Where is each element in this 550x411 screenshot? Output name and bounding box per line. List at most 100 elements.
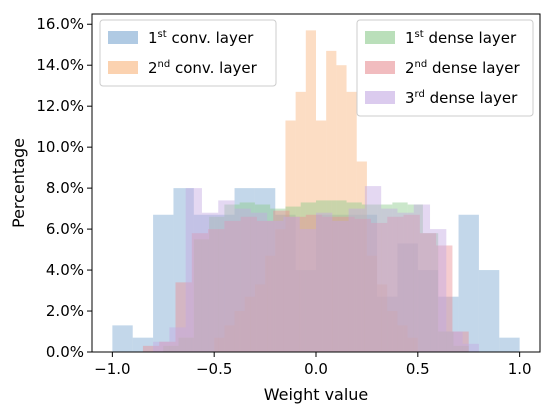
bar [295,91,306,353]
bar [218,200,235,352]
bar [377,296,398,352]
bar [224,325,235,352]
series-1 [112,188,520,352]
bar [366,255,378,352]
bar [173,188,194,352]
bar [397,212,414,352]
bar [112,325,133,352]
bar [208,229,225,352]
bar [214,337,225,352]
bar [265,255,276,352]
bar [244,296,255,352]
bar [326,50,337,352]
bar [336,214,357,352]
series-5 [153,186,479,352]
bar [346,91,357,353]
bar [446,331,463,352]
bar [346,202,362,352]
bar [250,212,268,352]
bar [417,270,439,352]
legend-top-left: 1st conv. layer 2nd conv. layer [99,19,277,87]
bar [381,208,398,352]
series-4 [142,210,469,352]
bar [322,216,339,352]
bar [438,296,459,352]
bar [163,345,179,352]
bar [331,200,347,352]
x-tick-label: 0.0 [304,360,328,378]
bar [430,229,447,352]
bar [364,186,382,352]
bar [438,331,454,352]
bar [289,216,306,352]
bar [300,202,316,352]
x-tick-label: 0.5 [406,360,430,378]
bar [453,345,469,352]
bar [305,214,323,352]
bar [316,214,337,352]
bar [462,343,479,352]
bar [336,65,347,352]
bar [407,337,418,352]
bar [239,202,255,352]
legend-swatch [108,61,138,74]
bar [285,206,301,352]
bar [275,214,296,352]
bar [295,270,316,352]
bar [332,220,349,352]
legend-box [356,19,534,117]
bar [175,282,192,352]
series-3 [163,200,469,352]
bar [185,188,202,352]
legend-swatch [365,91,395,104]
bar [478,270,500,352]
y-axis-label: Percentage [9,138,28,228]
bar [234,208,251,352]
bar [387,216,404,352]
bar [240,216,257,352]
bar [387,311,398,352]
bar [316,212,333,352]
bar [153,214,174,352]
legend-entry: 2nd dense layer [405,59,521,77]
legend-group: 1st conv. layer 2nd conv. layer 1st dense … [99,19,534,117]
bar [348,208,365,352]
bar [397,325,408,352]
bar [142,345,160,352]
bar [377,284,388,352]
bar [305,30,316,352]
bar [153,341,170,352]
y-tick-label: 8.0% [46,179,84,197]
bar [214,214,235,352]
bar [254,204,271,352]
x-axis: −1.0 −0.5 0.0 0.5 1.0 [94,352,532,378]
bar [299,229,316,352]
x-tick-label: −0.5 [196,360,232,378]
bar [254,188,276,352]
bar [338,216,355,352]
bar [316,120,327,352]
bar [191,233,209,352]
bar [422,233,439,352]
bar [224,204,240,352]
bar [193,239,210,352]
bar [209,216,225,352]
bar [452,331,469,352]
bar [316,200,332,352]
bar [132,337,154,352]
legend-entry: 3rd dense layer [405,89,518,107]
bar [361,204,378,352]
bar [224,220,241,352]
bar [193,214,215,352]
bar [403,214,420,352]
y-tick-label: 6.0% [46,220,84,238]
legend-top-right: 1st dense layer 2nd dense layer 3rd dense … [356,19,534,117]
bar [370,222,388,352]
x-tick-label: −1.0 [94,360,130,378]
bar [285,120,296,352]
bar [273,210,290,352]
bar [256,220,274,352]
y-tick-label: 0.0% [46,343,84,361]
y-tick-label: 2.0% [46,302,84,320]
